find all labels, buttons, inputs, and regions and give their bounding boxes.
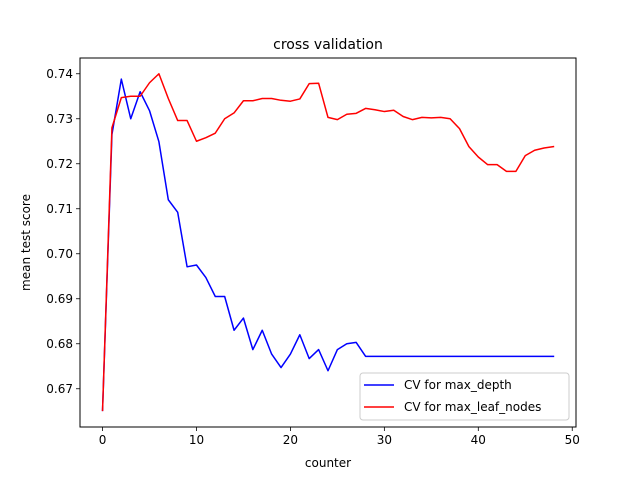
y-tick-label: 0.72 [46, 157, 73, 171]
y-tick-label: 0.73 [46, 112, 73, 126]
x-tick-label: 10 [189, 433, 204, 447]
x-tick-label: 0 [99, 433, 107, 447]
x-axis-label: counter [305, 456, 351, 470]
legend-box [359, 372, 570, 421]
legend-label-0: CV for max_depth [404, 378, 512, 392]
y-tick-label: 0.71 [46, 202, 73, 216]
y-tick-label: 0.70 [46, 247, 73, 261]
legend: CV for max_depth CV for max_leaf_nodes [359, 372, 570, 421]
legend-label-1: CV for max_leaf_nodes [404, 400, 541, 414]
plot-frame [79, 57, 577, 428]
y-tick-label: 0.67 [46, 382, 73, 396]
y-tick-label: 0.69 [46, 292, 73, 306]
series-line-0 [101, 78, 555, 412]
x-tick-label: 20 [283, 433, 298, 447]
y-tick-label: 0.68 [46, 337, 73, 351]
y-axis-ticks: 0.67 0.68 0.69 0.70 0.71 0.72 0.73 0.74 [46, 67, 80, 396]
x-axis-ticks: 0 10 20 30 40 50 [99, 427, 580, 447]
series-layer [101, 73, 555, 412]
x-tick-label: 40 [471, 433, 486, 447]
chart-title: cross validation [273, 37, 383, 53]
x-tick-label: 30 [377, 433, 392, 447]
y-tick-label: 0.74 [46, 67, 73, 81]
y-axis-label: mean test score [19, 194, 33, 291]
series-line-1 [101, 73, 555, 412]
x-tick-label: 50 [565, 433, 580, 447]
